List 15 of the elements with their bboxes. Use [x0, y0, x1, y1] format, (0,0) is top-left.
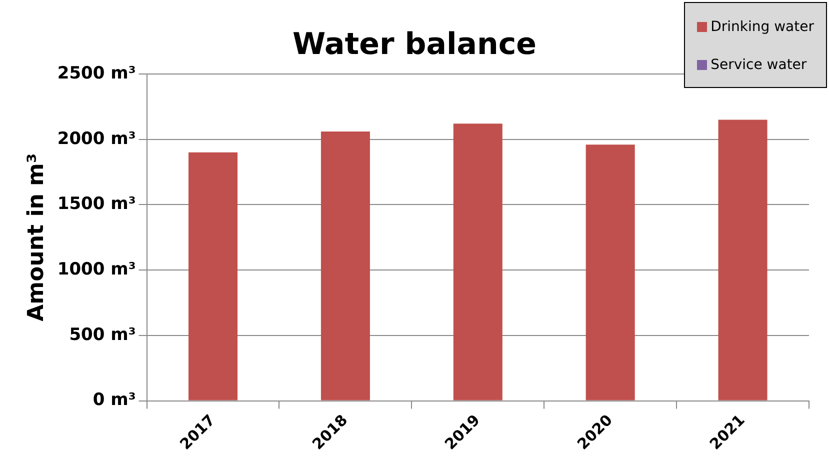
y-tick-label: 2500 m³	[57, 63, 136, 84]
y-tick-label: 500 m³	[69, 324, 136, 345]
y-tick-label: 1000 m³	[57, 259, 136, 280]
bar	[453, 124, 502, 400]
y-tick-label: 2000 m³	[57, 128, 136, 149]
legend-label: Service water	[710, 57, 807, 73]
legend-label: Drinking water	[710, 19, 814, 35]
y-axis-title: Amount in m³	[24, 153, 49, 322]
bar	[586, 144, 635, 400]
y-tick-label: 0 m³	[92, 390, 136, 410]
bar	[188, 152, 238, 400]
chart-title: Water balance	[292, 26, 536, 62]
y-tick-label: 1500 m³	[57, 194, 136, 214]
bar	[320, 132, 370, 400]
bar	[718, 120, 768, 400]
